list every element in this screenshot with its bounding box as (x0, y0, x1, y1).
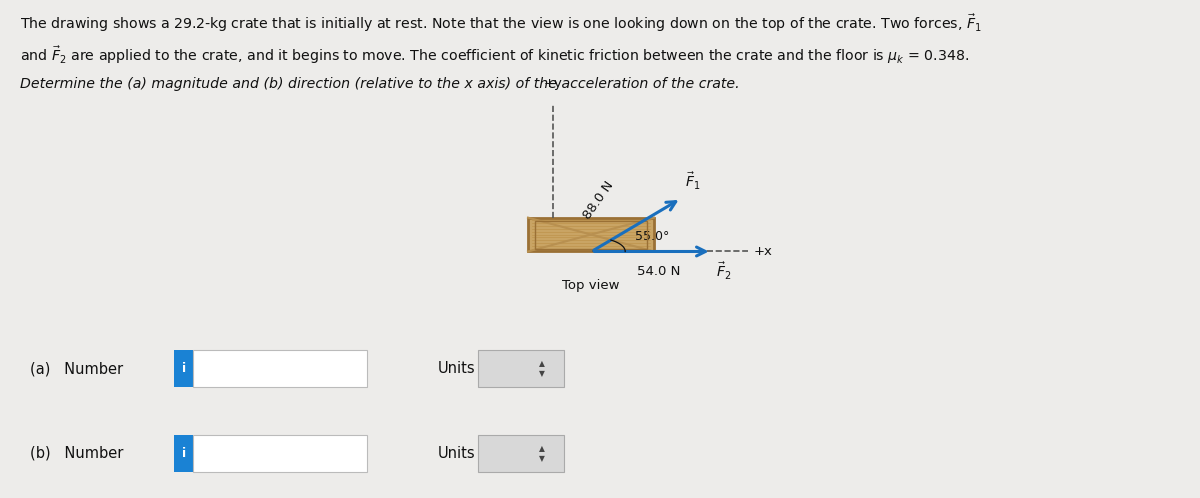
Text: ▼: ▼ (540, 369, 545, 378)
Text: ▲: ▲ (540, 444, 545, 453)
Text: (b)   Number: (b) Number (30, 446, 124, 461)
Text: i: i (181, 362, 186, 375)
Text: Units: Units (438, 446, 475, 461)
Text: ▲: ▲ (540, 359, 545, 368)
Text: The drawing shows a 29.2-kg crate that is initially at rest. Note that the view : The drawing shows a 29.2-kg crate that i… (20, 12, 982, 34)
Text: $\vec{F}_1$: $\vec{F}_1$ (685, 171, 700, 193)
Text: +y: +y (544, 77, 563, 90)
Bar (535, 221, 647, 249)
Bar (174, 350, 193, 387)
Text: 88.0 N: 88.0 N (581, 179, 617, 222)
Text: ▼: ▼ (540, 454, 545, 463)
Bar (193, 434, 367, 472)
Text: Determine the (a) magnitude and (b) direction (relative to the x axis) of the ac: Determine the (a) magnitude and (b) dire… (20, 77, 740, 91)
Text: 54.0 N: 54.0 N (637, 265, 680, 278)
Text: Top view: Top view (563, 279, 619, 292)
Bar (478, 350, 564, 387)
Bar (478, 434, 564, 472)
Bar (193, 350, 367, 387)
Text: and $\vec{F}_2$ are applied to the crate, and it begins to move. The coefficient: and $\vec{F}_2$ are applied to the crate… (20, 45, 970, 66)
Text: i: i (181, 447, 186, 460)
Bar (528, 218, 654, 251)
Text: +x: +x (754, 245, 773, 258)
Text: (a)   Number: (a) Number (30, 361, 124, 376)
Text: $\vec{F}_2$: $\vec{F}_2$ (716, 261, 732, 282)
Text: 55.0°: 55.0° (635, 231, 670, 244)
Text: Units: Units (438, 361, 475, 376)
Bar (174, 434, 193, 472)
